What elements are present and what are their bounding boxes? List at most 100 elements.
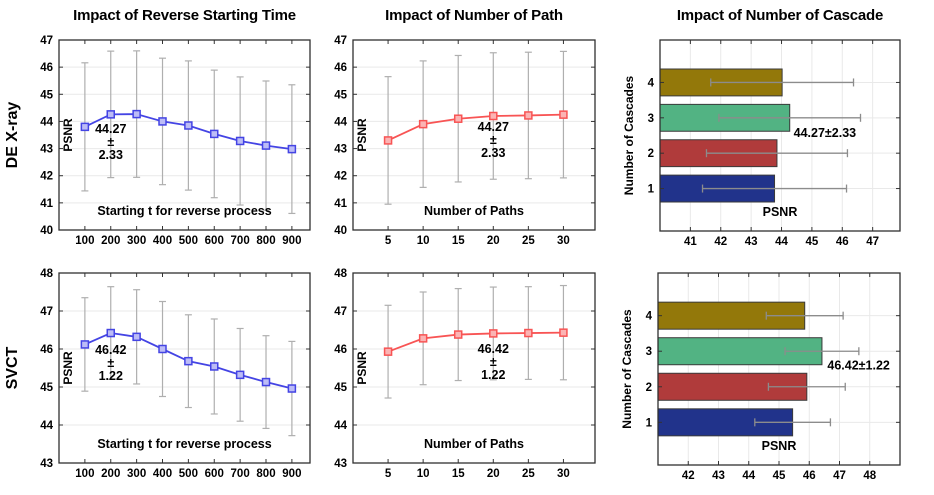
svg-text:200: 200 <box>101 235 120 247</box>
error-bars <box>701 78 862 193</box>
y-tick-labels: 43 44 45 46 47 48 <box>334 268 347 470</box>
chart-dexray-cascades: 41 42 43 44 45 46 47 1 2 3 4 PSNR Number of Cascades… <box>622 39 901 248</box>
series-line <box>387 113 564 142</box>
svg-text:43: 43 <box>334 458 347 470</box>
svg-text:900: 900 <box>282 468 301 480</box>
svg-text:44: 44 <box>40 420 53 432</box>
x-tick-labels: 100 200 300 400 500 600 700 800 900 <box>75 235 301 247</box>
svg-text:800: 800 <box>256 468 275 480</box>
svg-text:15: 15 <box>452 235 465 247</box>
y-tick-labels: 1 2 3 4 <box>648 77 655 195</box>
x-axis-label: PSNR <box>762 439 797 453</box>
svg-text:±: ± <box>107 356 114 370</box>
error-bars <box>384 284 567 399</box>
svg-text:46.42: 46.42 <box>95 343 126 357</box>
annotation: 46.42±1.22 <box>478 342 509 382</box>
chart-dexray-num-paths: 5 10 15 20 25 30 40 41 42 43 44 45 46 47 Number of Pat… <box>334 35 596 247</box>
svg-text:±: ± <box>107 135 114 149</box>
svg-text:1: 1 <box>648 184 655 196</box>
title-number-of-cascade: Impact of Number of Cascade <box>676 7 884 24</box>
series-markers <box>80 109 297 154</box>
y-axis-label: PSNR <box>61 351 75 385</box>
svg-text:45: 45 <box>806 236 819 248</box>
svg-text:46: 46 <box>334 62 347 74</box>
svg-text:44: 44 <box>742 470 755 482</box>
axis-ticks <box>658 273 900 465</box>
svg-text:45: 45 <box>40 382 53 394</box>
svg-text:30: 30 <box>557 235 570 247</box>
svg-text:300: 300 <box>127 235 146 247</box>
svg-text:46.42±1.22: 46.42±1.22 <box>827 358 890 372</box>
svg-text:4: 4 <box>646 311 653 323</box>
svg-text:300: 300 <box>127 468 146 480</box>
svg-text:44.27±2.33: 44.27±2.33 <box>794 126 857 140</box>
y-axis-label: PSNR <box>355 351 369 385</box>
title-number-of-path: Impact of Number of Path <box>385 7 563 24</box>
svg-text:46.42: 46.42 <box>478 342 509 356</box>
svg-text:46: 46 <box>334 344 347 356</box>
svg-text:47: 47 <box>334 35 347 47</box>
x-axis-label: PSNR <box>763 205 798 219</box>
x-tick-labels: 5 10 15 20 25 30 <box>385 468 570 480</box>
svg-text:800: 800 <box>256 235 275 247</box>
svg-text:30: 30 <box>557 468 570 480</box>
svg-text:5: 5 <box>385 235 392 247</box>
annotation: 44.27±2.33 <box>478 120 509 160</box>
x-tick-labels: 100 200 300 400 500 600 700 800 900 <box>75 468 301 480</box>
series-markers <box>383 110 568 145</box>
y-axis-label: Number of Cascades <box>622 75 636 195</box>
svg-text:48: 48 <box>334 268 347 280</box>
x-tick-labels: 42 43 44 45 46 47 48 <box>682 470 877 482</box>
chart-svct-num-paths: 5 10 15 20 25 30 43 44 45 46 47 48 Number of Paths PS… <box>334 268 596 480</box>
svg-text:47: 47 <box>866 236 879 248</box>
svg-text:1.22: 1.22 <box>481 368 505 382</box>
svg-text:46: 46 <box>803 470 816 482</box>
svg-text:40: 40 <box>334 225 347 237</box>
svg-text:41: 41 <box>684 236 697 248</box>
svg-text:25: 25 <box>522 235 535 247</box>
svg-text:46: 46 <box>836 236 849 248</box>
row-label-svct: SVCT <box>4 346 21 390</box>
axes-border <box>58 272 311 464</box>
svg-text:1: 1 <box>646 417 653 429</box>
x-tick-labels: 41 42 43 44 45 46 47 <box>684 236 879 248</box>
svg-text:2.33: 2.33 <box>481 146 505 160</box>
svg-text:2.33: 2.33 <box>99 148 123 162</box>
svg-text:2: 2 <box>648 148 654 160</box>
svg-text:46: 46 <box>40 62 53 74</box>
x-tick-labels: 5 10 15 20 25 30 <box>385 235 570 247</box>
svg-text:47: 47 <box>833 470 846 482</box>
annotation: 46.42±1.22 <box>95 343 126 383</box>
svg-text:42: 42 <box>334 171 347 183</box>
y-tick-labels: 40 41 42 43 44 45 46 47 <box>40 35 53 237</box>
chart-svct-reverse-time: 100 200 300 400 500 600 700 800 900 43 44 45 46 47 48 S… <box>40 268 311 480</box>
svg-text:45: 45 <box>334 89 347 101</box>
svg-text:600: 600 <box>205 468 224 480</box>
svg-text:44.27: 44.27 <box>95 122 126 136</box>
axes-border <box>352 272 596 464</box>
svg-text:43: 43 <box>40 144 53 156</box>
svg-text:3: 3 <box>648 113 654 125</box>
plot-area <box>59 40 310 230</box>
bars <box>659 68 791 203</box>
annotation: 44.27±2.33 <box>794 126 857 140</box>
plot-area <box>59 273 310 463</box>
axes-border <box>657 272 901 466</box>
svg-text:5: 5 <box>385 468 392 480</box>
y-axis-label: PSNR <box>61 118 75 152</box>
y-tick-labels: 1 2 3 4 <box>646 311 653 430</box>
y-tick-labels: 43 44 45 46 47 48 <box>40 268 53 470</box>
svg-text:20: 20 <box>487 235 500 247</box>
svg-text:40: 40 <box>40 225 53 237</box>
chart-dexray-reverse-time: 100 200 300 400 500 600 700 800 9004041424344454… <box>40 35 311 247</box>
svg-text:48: 48 <box>863 470 876 482</box>
svg-text:42: 42 <box>682 470 695 482</box>
svg-text:43: 43 <box>712 470 725 482</box>
svg-text:44: 44 <box>334 420 347 432</box>
svg-text:2: 2 <box>646 382 652 394</box>
svg-text:41: 41 <box>40 198 53 210</box>
series-markers <box>383 328 568 356</box>
svg-text:25: 25 <box>522 468 535 480</box>
svg-text:500: 500 <box>179 235 198 247</box>
svg-text:100: 100 <box>75 468 94 480</box>
